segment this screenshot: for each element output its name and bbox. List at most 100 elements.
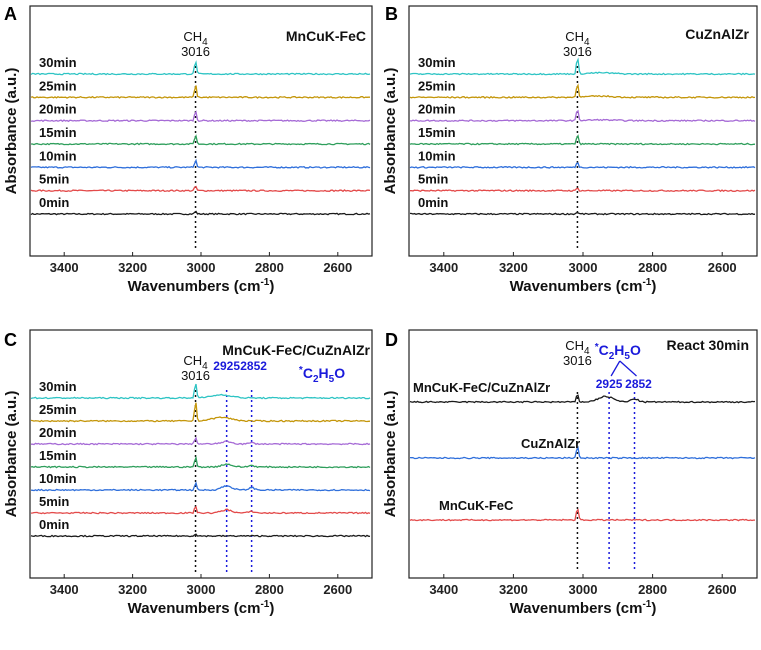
species-label-c2h5o: *C2H5O: [595, 342, 641, 362]
x-axis-title-main: Wavenumbers (cm: [510, 278, 643, 295]
species-sub2: 5: [329, 374, 335, 385]
peak-label-ch4-subscript: 4: [584, 37, 590, 48]
x-tick-label: 2800: [255, 582, 284, 597]
peak-label-3016: 3016: [563, 44, 592, 59]
x-tick-label: 2800: [255, 260, 284, 275]
spectrum-line: [30, 210, 371, 216]
spectrum-line: [30, 455, 371, 469]
spectrum-line: [30, 402, 371, 423]
series-label: 0min: [39, 517, 69, 532]
x-axis-title-main: Wavenumbers (cm: [128, 600, 261, 617]
peak-label-2925: 2925: [213, 359, 240, 373]
species-main: C: [599, 342, 609, 358]
series-label: 20min: [418, 102, 456, 117]
peak-label-ch4-main: CH: [565, 338, 584, 353]
x-tick-label: 3200: [118, 260, 147, 275]
panel-title: CuZnAlZr: [685, 26, 749, 42]
spectrum-line: [30, 158, 371, 169]
series-label: 30min: [39, 55, 77, 70]
x-axis-title-superscript: -1: [260, 277, 269, 288]
x-tick-label: 3000: [187, 582, 216, 597]
peak-label-ch4: CH4: [183, 353, 208, 372]
species-pointer-line: [610, 360, 621, 377]
series-label: 20min: [39, 102, 77, 117]
y-axis-title: Absorbance (a.u.): [3, 68, 20, 195]
series-label: MnCuK-FeC/CuZnAlZr: [413, 380, 550, 395]
panel-B: B 3400 3200 3000 2800 2600 Wavenumbers (cm-1) A…: [382, 4, 758, 295]
x-tick-label: 3400: [429, 582, 458, 597]
panel-letter: A: [4, 4, 17, 24]
species-sub2: 5: [624, 351, 630, 362]
peak-label-ch4-main: CH: [183, 353, 202, 368]
x-axis-title-superscript: -1: [642, 599, 651, 610]
spectrum-line: [30, 60, 371, 76]
x-tick-label: 2800: [638, 260, 667, 275]
peak-label-2852: 2852: [240, 359, 267, 373]
series-label: 25min: [418, 78, 456, 93]
x-tick-label: 3400: [50, 582, 79, 597]
y-axis-title: Absorbance (a.u.): [382, 68, 399, 195]
panel-C: C 3400 3200 3000 2800 2600 Wavenumbers (cm-1) A…: [3, 329, 373, 617]
x-tick-label: 2600: [708, 260, 737, 275]
peak-label-3016: 3016: [563, 353, 592, 368]
series-label: CuZnAlZr: [521, 436, 580, 451]
peak-label-ch4-subscript: 4: [202, 361, 208, 372]
peak-label-ch4: CH4: [565, 338, 590, 357]
series-label: 30min: [39, 379, 77, 394]
series-label: 25min: [39, 78, 77, 93]
species-pointer-line: [619, 360, 637, 377]
series-label: 25min: [39, 402, 77, 417]
spectrum-line: [409, 57, 756, 76]
peak-label-2852: 2852: [625, 377, 652, 391]
species-sub1: 2: [609, 351, 615, 362]
x-tick-label: 3200: [499, 260, 528, 275]
panel-title: MnCuK-FeC: [286, 28, 366, 44]
spectrum-line: [30, 110, 371, 123]
panel-D: D 3400 3200 3000 2800 2600 Wavenumbers (cm-1) A…: [382, 329, 758, 617]
series-label: 5min: [39, 494, 69, 509]
species-star: *: [595, 342, 599, 353]
series-label: 0min: [39, 195, 69, 210]
x-tick-label: 2600: [323, 582, 352, 597]
species-end: O: [630, 342, 641, 358]
x-axis-title-main: Wavenumbers (cm: [510, 600, 643, 617]
series-label: 0min: [418, 195, 448, 210]
series-label: MnCuK-FeC: [439, 498, 514, 513]
species-label-c2h5o: *C2H5O: [299, 365, 345, 385]
species-end: O: [334, 365, 345, 381]
spectrum-line: [409, 394, 756, 404]
species-star: *: [299, 365, 303, 376]
series-label: 15min: [39, 125, 77, 140]
x-axis-title: Wavenumbers (cm-1): [128, 277, 275, 295]
series-label: 10min: [418, 148, 456, 163]
series-label: 15min: [418, 125, 456, 140]
panel-A: A 3400 3200 3000 2800 2600 Wavenumbers (cm-1) A…: [3, 4, 373, 295]
spectrum-line: [409, 109, 756, 123]
panel-letter: D: [385, 330, 398, 350]
spectrum-line: [409, 134, 756, 146]
peak-label-ch4-subscript: 4: [202, 37, 208, 48]
species-mid: H: [319, 365, 329, 381]
x-axis-title: Wavenumbers (cm-1): [510, 599, 657, 617]
species-mid: H: [614, 342, 624, 358]
series-label: 5min: [418, 172, 448, 187]
species-main: C: [303, 365, 313, 381]
spectrum-line: [30, 481, 371, 492]
x-axis-title-superscript: -1: [642, 277, 651, 288]
spectrum-line: [409, 508, 755, 522]
x-tick-label: 3000: [569, 260, 598, 275]
peak-label-3016: 3016: [181, 368, 210, 383]
x-axis-title-close: ): [269, 278, 274, 295]
spectrum-line: [30, 505, 371, 515]
peak-label-2925: 2925: [596, 377, 623, 391]
x-axis-title-superscript: -1: [260, 599, 269, 610]
peak-label-ch4-subscript: 4: [584, 346, 590, 357]
spectrum-line: [30, 533, 371, 538]
x-tick-label: 3200: [499, 582, 528, 597]
series-label: 30min: [418, 55, 456, 70]
spectrum-line: [409, 162, 756, 169]
x-tick-label: 3400: [50, 260, 79, 275]
spectrum-line: [409, 187, 756, 193]
y-axis-title: Absorbance (a.u.): [3, 391, 20, 518]
x-tick-label: 3000: [569, 582, 598, 597]
